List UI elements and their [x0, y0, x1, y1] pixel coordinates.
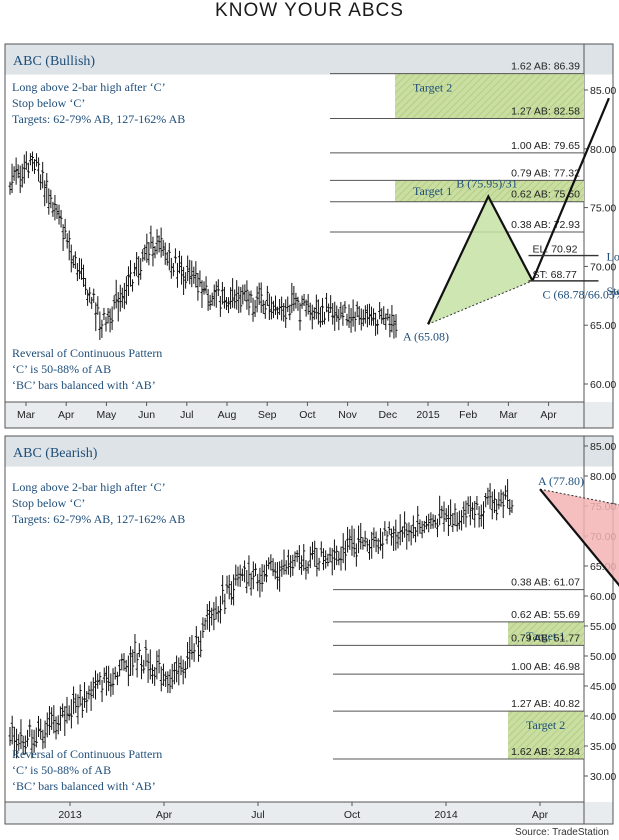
note-bottom: Reversal of Continuous Pattern: [12, 346, 162, 360]
target-zone-hatch: [508, 711, 584, 759]
pivot-a-label: A (65.08): [403, 329, 449, 343]
y-tick-label: 45.00: [590, 681, 616, 693]
chart-title: ABC (Bearish): [13, 446, 98, 461]
x-tick-label: Apr: [58, 409, 75, 421]
x-tick-label: Mar: [17, 409, 36, 421]
y-tick-label: 40.00: [590, 711, 616, 723]
y-tick-label: 85.00: [590, 441, 616, 453]
x-tick-label: Dec: [378, 409, 397, 421]
target-label: Target 1: [526, 629, 565, 643]
x-tick-label: Apr: [540, 409, 557, 421]
y-tick-label: 80.00: [590, 144, 616, 156]
y-tick-label: 65.00: [590, 320, 616, 332]
level-label: 1.00 AB: 79.65: [511, 140, 580, 152]
panel-header: [5, 436, 613, 467]
abc-triangle: [428, 196, 533, 325]
level-label: 0.79 AB: 77.32: [511, 167, 580, 179]
level-label: 1.00 AB: 46.98: [511, 661, 580, 673]
note-top: Stop below ‘C’: [12, 496, 85, 510]
x-tick-label: 2015: [416, 409, 440, 421]
level-label: 1.62 AB: 86.39: [511, 61, 580, 73]
note-bottom: ‘BC’ bars balanced with ‘AB’: [12, 779, 156, 793]
target-label: Target 2: [526, 718, 565, 732]
x-tick-label: Mar: [499, 409, 518, 421]
stop-label: ST: 68.77: [533, 269, 578, 281]
source-credit: Source: TradeStation: [515, 827, 609, 838]
note-top: Long above 2-bar high after ‘C’: [12, 480, 166, 494]
level-label: 0.79 AB: 51.77: [511, 632, 580, 644]
note-top: Stop below ‘C’: [12, 96, 85, 110]
note-bottom: ‘BC’ bars balanced with ‘AB’: [12, 378, 156, 392]
x-tick-label: May: [96, 409, 117, 421]
level-label: 0.62 AB: 55.69: [511, 609, 580, 621]
note-top: Targets: 62-79% AB, 127-162% AB: [12, 112, 185, 126]
pivot-b-label: B (75.95)/31: [456, 176, 517, 190]
price-bars: [8, 151, 398, 340]
entry-label: EL: 70.92: [533, 244, 578, 256]
y-tick-label: 55.00: [590, 621, 616, 633]
y-tick-label: 30.00: [590, 771, 616, 783]
x-axis-strip: [5, 802, 613, 824]
x-tick-label: Oct: [344, 809, 360, 821]
chart-panel-bearish: ABC (Bearish)85.0080.0075.0070.0065.0060…: [4, 435, 619, 825]
chart-title: ABC (Bullish): [13, 54, 95, 69]
chart-panel-bullish: ABC (Bullish) 85.00 80.00 75.00 70.00 65.00 60…: [4, 43, 619, 429]
level-label: 1.27 AB: 40.82: [511, 698, 580, 710]
level-label: 0.38 AB: 61.07: [511, 577, 580, 589]
target-zone-hatch: [508, 621, 584, 646]
x-tick-label: Sep: [258, 409, 277, 421]
y-tick-label: 60.00: [590, 379, 616, 391]
y-tick-label: 35.00: [590, 741, 616, 753]
x-tick-label: 2014: [434, 809, 458, 821]
level-label: 0.62 AB: 75.50: [511, 189, 580, 201]
ab-bc-legs: [539, 488, 619, 587]
price-bars: [8, 479, 514, 759]
y-tick-label: 60.00: [590, 591, 616, 603]
x-tick-label: 2013: [58, 809, 82, 821]
y-tick-label: 80.00: [590, 471, 616, 483]
ac-dotted-line: [539, 488, 619, 506]
target-zone-hatch: [395, 73, 584, 119]
target-zone-hatch: [395, 180, 584, 202]
x-axis-strip: [5, 402, 613, 428]
note-top: Targets: 62-79% AB, 127-162% AB: [12, 512, 185, 526]
level-label: 0.38 AB: 72.93: [511, 219, 580, 231]
target-label: Target 1: [413, 184, 452, 198]
x-tick-label: Jul: [180, 409, 193, 421]
note-bottom: ‘C’ is 50-88% of AB: [12, 362, 111, 376]
level-label: 1.27 AB: 82.58: [511, 105, 580, 117]
y-tick-label: 85.00: [590, 85, 616, 97]
x-tick-label: Oct: [299, 409, 315, 421]
x-tick-label: Feb: [459, 409, 477, 421]
x-tick-label: Jul: [251, 809, 264, 821]
x-tick-label: Apr: [156, 809, 173, 821]
stop-action-label: Stop: [607, 284, 619, 298]
level-label: 1.62 AB: 32.84: [511, 746, 580, 758]
y-tick-label: 75.00: [590, 203, 616, 215]
pivot-a-label: A (77.80): [538, 474, 584, 488]
x-tick-label: Jun: [138, 409, 155, 421]
ac-dotted-line: [427, 280, 533, 325]
pivot-c-label: C (68.78/66.05%): [543, 288, 619, 302]
cd-impulse-line: [531, 97, 610, 282]
x-tick-label: Nov: [338, 409, 357, 421]
y-tick-label: 70.00: [590, 261, 616, 273]
entry-action-label: Long: [607, 250, 619, 264]
note-bottom: Reversal of Continuous Pattern: [12, 747, 162, 761]
panel-header: [5, 44, 613, 75]
x-tick-label: Apr: [532, 809, 549, 821]
target-label: Target 2: [413, 81, 452, 95]
x-tick-label: Aug: [218, 409, 237, 421]
page-title: KNOW YOUR ABCS: [215, 0, 404, 21]
y-tick-label: 50.00: [590, 651, 616, 663]
ab-bc-legs: [427, 193, 534, 325]
note-top: Long above 2-bar high after ‘C’: [12, 80, 166, 94]
note-bottom: ‘C’ is 50-88% of AB: [12, 763, 111, 777]
